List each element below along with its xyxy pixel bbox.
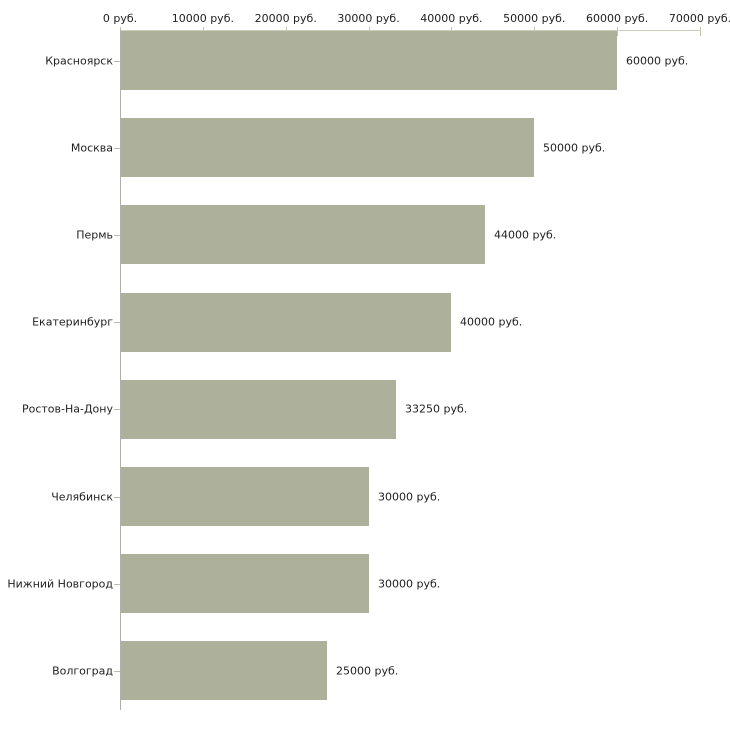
bar	[121, 205, 485, 264]
category-tick-mark	[114, 235, 120, 236]
bar	[121, 380, 396, 439]
value-label: 30000 руб.	[378, 577, 441, 591]
category-label: Волгоград	[52, 664, 113, 678]
category-label: Екатеринбург	[32, 315, 113, 329]
bar	[121, 293, 451, 352]
category-tick-mark	[114, 148, 120, 149]
value-label: 25000 руб.	[336, 664, 399, 678]
x-axis-tick-mark	[700, 27, 701, 36]
value-label: 44000 руб.	[494, 228, 557, 242]
value-label: 60000 руб.	[626, 54, 689, 68]
value-label: 33250 руб.	[405, 402, 468, 416]
x-axis-tick-label: 30000 руб.	[337, 12, 400, 25]
bar	[121, 118, 534, 177]
category-tick-mark	[114, 61, 120, 62]
category-label: Ростов-На-Дону	[21, 402, 113, 416]
category-tick-mark	[114, 322, 120, 323]
category-label: Москва	[70, 141, 113, 155]
bar	[121, 467, 369, 526]
category-label: Челябинск	[51, 490, 113, 504]
category-tick-mark	[114, 497, 120, 498]
x-axis-tick-label: 40000 руб.	[420, 12, 483, 25]
x-axis-tick-label: 60000 руб.	[586, 12, 649, 25]
value-label: 50000 руб.	[543, 141, 606, 155]
category-label: Красноярск	[45, 54, 113, 68]
category-tick-mark	[114, 671, 120, 672]
x-axis-tick-label: 0 руб.	[102, 12, 138, 25]
category-label: Нижний Новгород	[7, 577, 113, 591]
x-axis-tick-label: 70000 руб.	[668, 12, 730, 25]
x-axis-tick-label: 20000 руб.	[254, 12, 317, 25]
category-label: Пермь	[76, 228, 113, 242]
category-tick-mark	[114, 584, 120, 585]
category-tick-mark	[114, 409, 120, 410]
x-axis-tick-mark	[617, 27, 619, 36]
y-axis-line	[120, 30, 121, 710]
bar	[121, 554, 369, 613]
x-axis-line	[120, 30, 701, 31]
bar	[121, 31, 617, 90]
x-axis-tick-label: 50000 руб.	[503, 12, 566, 25]
bar	[121, 641, 327, 700]
value-label: 40000 руб.	[460, 315, 523, 329]
value-label: 30000 руб.	[378, 490, 441, 504]
x-axis-tick-label: 10000 руб.	[171, 12, 234, 25]
